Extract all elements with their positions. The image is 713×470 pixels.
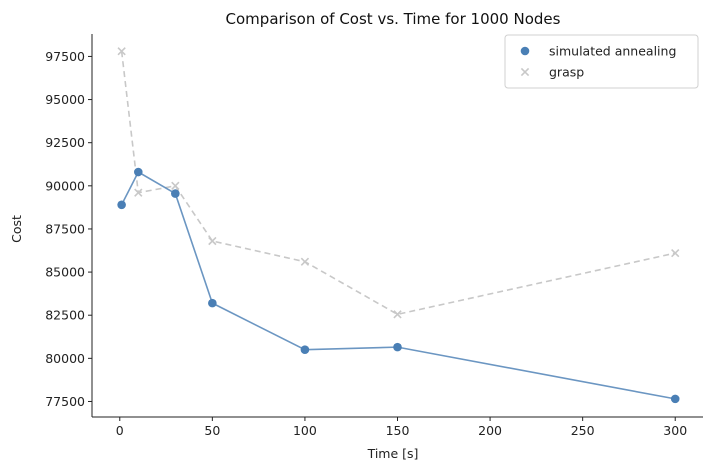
legend-box (504, 34, 699, 89)
x-marker-stroke (671, 248, 680, 258)
data-point (300, 345, 310, 355)
y-axis-label: Cost (9, 215, 24, 243)
y-tick-label: 82500 (45, 308, 85, 323)
data-point (134, 188, 143, 197)
data-point (300, 257, 310, 266)
data-point (393, 342, 402, 352)
y-ticks: 77500 80000 82500 85000 87500 90000 92500 95000… (45, 49, 92, 409)
y-tick-label: 95000 (45, 92, 85, 107)
chart-title: Comparison of Cost vs. Time for 1000 Nod… (226, 10, 561, 28)
y-tick-label: 92500 (45, 135, 85, 150)
x-tick-label: 100 (293, 423, 317, 438)
y-tick-label: 77500 (45, 394, 85, 409)
x-marker-stroke (134, 188, 143, 197)
y-tick-label: 87500 (45, 221, 85, 236)
x-marker-stroke (208, 236, 217, 246)
legend-label: simulated annealing (549, 44, 676, 59)
x-axis-label: Time [s] (367, 446, 419, 461)
y-tick-label: 80000 (45, 351, 85, 366)
legend-marker (520, 67, 530, 77)
x-marker-stroke (117, 47, 126, 56)
data-point (208, 298, 217, 308)
data-point (117, 200, 126, 210)
x-tick-label: 200 (478, 423, 502, 438)
data-point (133, 167, 143, 177)
data-point (393, 310, 402, 319)
data-point (171, 189, 180, 198)
x-tick-label: 300 (663, 423, 687, 438)
data-point (671, 248, 680, 258)
series-line-simulated-annealing (120, 170, 676, 400)
data-point (171, 181, 180, 190)
legend-label: grasp (549, 65, 584, 80)
data-point (117, 47, 126, 56)
legend: simulated annealing grasp (504, 34, 699, 89)
series-line-grasp (120, 51, 676, 316)
y-tick-label: 85000 (45, 265, 85, 280)
data-point (208, 236, 217, 246)
plot-area (117, 47, 680, 404)
x-marker-stroke (300, 257, 310, 266)
x-tick-label: 150 (386, 423, 410, 438)
y-tick-label: 97500 (45, 49, 85, 64)
y-tick-label: 90000 (45, 178, 85, 193)
x-tick-label: 50 (204, 423, 220, 438)
x-ticks: 0 50 100 150 200 250 300 (116, 417, 687, 438)
x-marker-stroke (171, 181, 180, 190)
data-point (670, 394, 680, 404)
x-marker-stroke (393, 310, 402, 319)
x-tick-label: 0 (116, 423, 124, 438)
legend-marker (520, 46, 530, 56)
x-tick-label: 250 (571, 423, 595, 438)
